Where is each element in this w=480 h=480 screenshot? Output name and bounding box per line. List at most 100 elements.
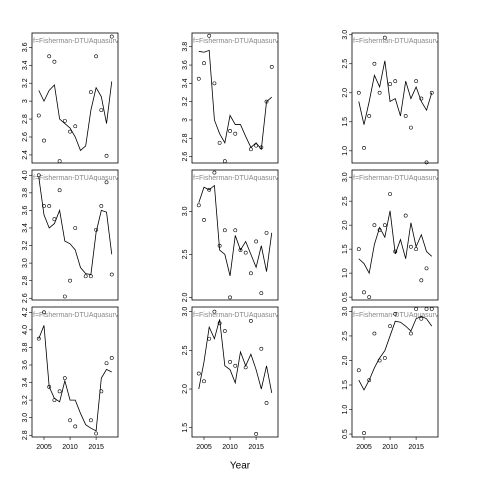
point [429,90,434,95]
point [356,90,361,95]
panel-frame [191,32,279,164]
point [362,290,366,295]
point [356,247,361,252]
point [414,79,419,84]
fit-line [198,319,273,393]
point [42,138,46,143]
panel-frame [351,169,439,301]
y-tick-label: 3.6 [182,60,189,70]
point [202,61,206,66]
point [57,389,62,394]
point [388,82,392,86]
panel-frame [31,32,119,164]
point [269,64,274,69]
point [424,307,429,311]
panel-frame [31,306,119,438]
point [109,34,114,39]
point [88,90,93,95]
y-tick-label: 3.4 [22,60,29,70]
y-tick-label: 3.6 [22,205,29,215]
point [94,431,99,436]
point [94,54,99,59]
point [62,118,67,123]
y-tick-label: 2.8 [22,430,29,440]
point [88,418,93,423]
point [207,33,212,38]
y-tick-label: 2.0 [342,88,349,98]
point [222,329,227,333]
y-tick-label: 2.5 [342,59,349,69]
y-tick-label: 3.8 [182,42,189,52]
x-tick-label: 2015 [88,444,104,451]
x-tick-label: 2010 [62,444,78,451]
point [356,368,361,373]
y-tick-label: 0.5 [342,429,349,439]
x-tick-label: 2005 [196,444,212,451]
point [254,143,259,148]
point [264,401,269,405]
y-tick-label: 1.5 [342,117,349,127]
panel-title: f=Fisherman-DTUAquasurv [353,38,439,45]
point [202,379,206,384]
point [42,310,46,315]
point [217,140,222,145]
y-tick-label: 1.5 [342,380,349,390]
point [243,250,248,255]
point [68,129,72,134]
point [382,356,387,360]
y-tick-label: 3.4 [182,78,189,88]
point [377,358,382,363]
point [233,131,238,136]
y-tick-label: 3.0 [342,306,349,316]
point [408,331,413,336]
y-tick-label: 1.0 [342,146,349,156]
point [99,108,104,113]
panel-title: f=Fisherman-DTUAquasurv [33,38,119,45]
point [47,54,52,59]
point [217,321,222,326]
point [377,228,382,232]
y-tick-label: 2.5 [342,331,349,341]
point [393,311,398,316]
x-tick-label: 2015 [408,444,424,451]
point [196,203,201,208]
point [36,336,41,341]
x-tick-label: 2005 [36,444,52,451]
point [68,278,72,283]
point [372,331,377,336]
panel-title: f=Fisherman-DTUAquasurv [193,38,279,45]
point [248,271,253,276]
point [57,159,62,164]
point [259,346,264,351]
point [419,96,424,101]
point [47,204,52,208]
fit-line [38,176,113,275]
y-tick-label: 3.0 [22,413,29,423]
point [42,204,46,208]
y-tick-label: 0.5 [342,292,349,302]
y-tick-label: 3.4 [22,223,29,233]
point [372,61,377,66]
point [372,223,377,228]
point [403,213,408,218]
point [104,361,109,366]
y-tick-label: 4.2 [22,307,29,317]
y-tick-label: 2.8 [22,276,29,286]
y-tick-label: 2.0 [342,356,349,366]
point [429,307,434,311]
y-tick-label: 2.5 [342,196,349,206]
point [222,159,227,164]
y-tick-label: 2.6 [22,293,29,303]
point [57,188,62,193]
point [83,274,88,279]
y-tick-label: 3.8 [22,188,29,198]
point [419,316,424,321]
point [73,124,78,129]
y-tick-label: 1.0 [342,405,349,415]
y-tick-label: 1.5 [342,244,349,254]
y-tick-label: 2.8 [22,114,29,124]
point [408,125,413,130]
y-tick-label: 3.2 [22,241,29,251]
point [73,424,78,429]
point [254,239,259,244]
